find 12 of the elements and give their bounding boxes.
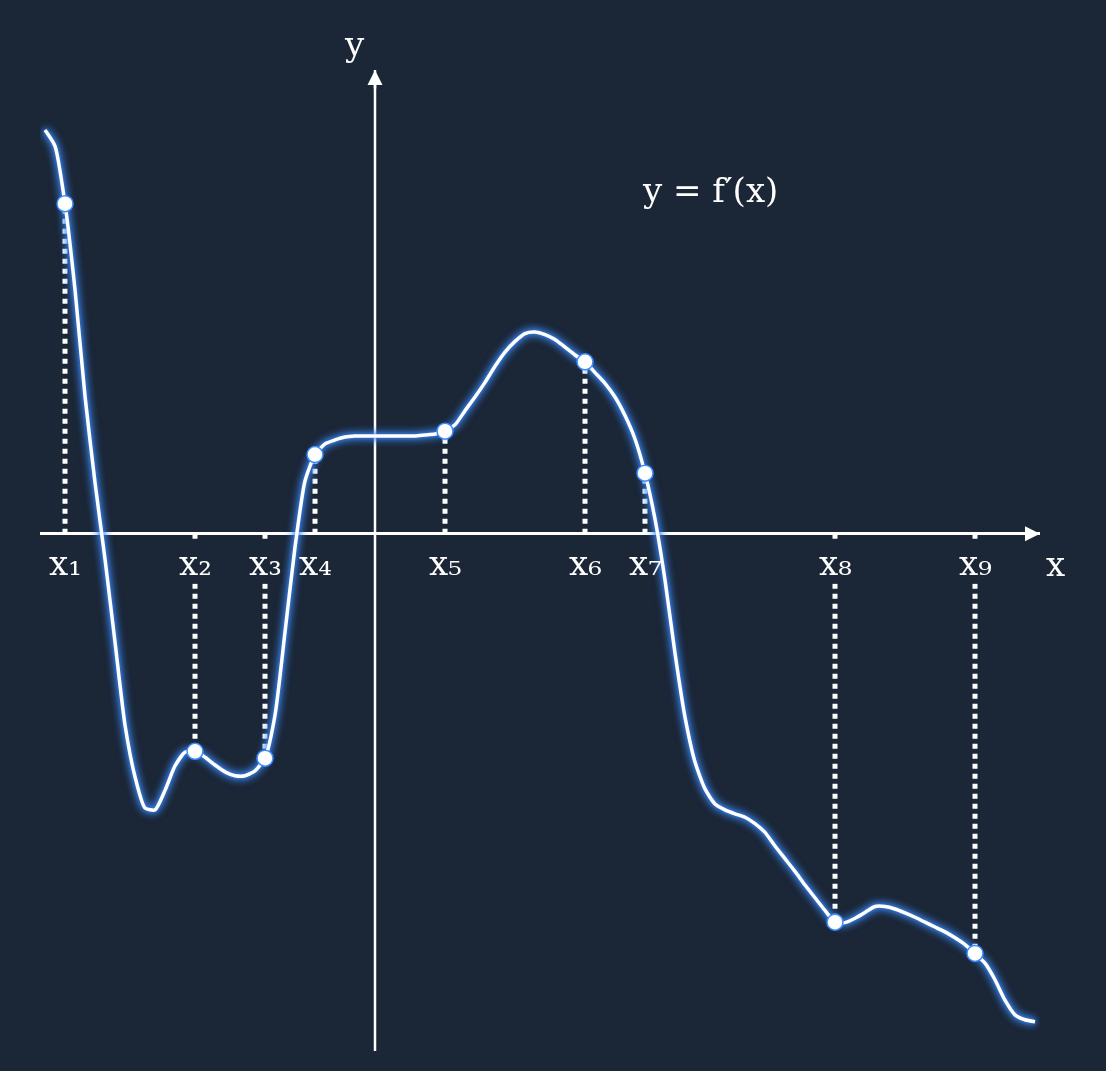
x-tick-label: x₈ <box>819 543 852 583</box>
y-axis-title: y <box>344 24 365 64</box>
x-tick-label: x₁ <box>49 543 82 583</box>
x-tick-label: x₅ <box>429 543 462 583</box>
x-tick-label: x₃ <box>249 543 282 583</box>
x-tick-label: x₂ <box>179 543 212 583</box>
x-tick-label: x₆ <box>569 543 602 583</box>
x-tick-label: x₄ <box>299 543 332 583</box>
annotation: y = f′(x) <box>642 170 779 210</box>
x-tick-label: x₉ <box>959 543 992 583</box>
x-tick-label: x₇ <box>629 543 662 583</box>
x-axis-title: x <box>1046 544 1066 584</box>
